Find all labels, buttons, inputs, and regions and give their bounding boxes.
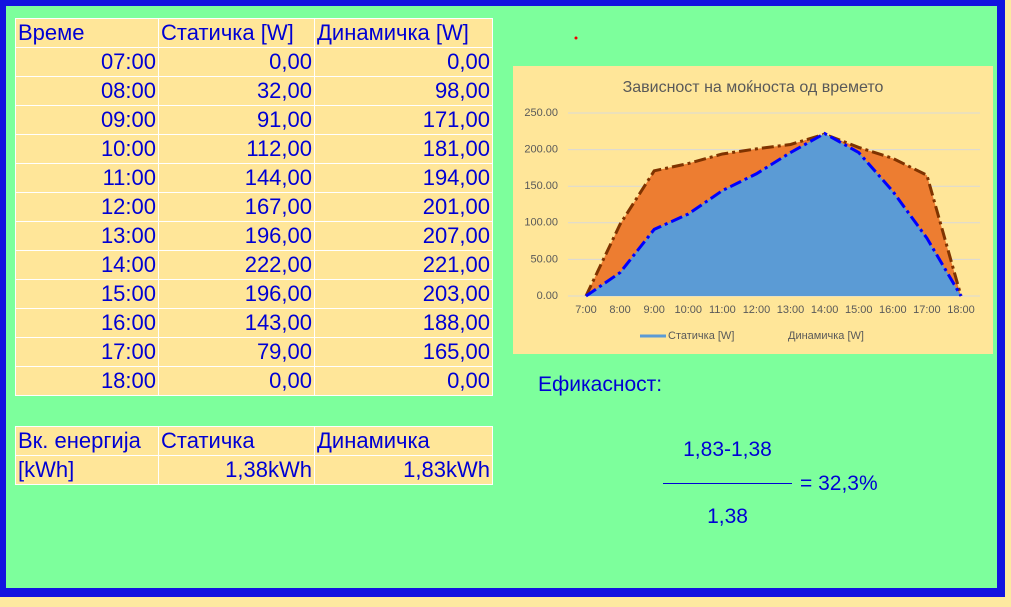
cell: 167,00	[158, 192, 315, 222]
row: 10:00 112,00 181,00	[15, 134, 493, 164]
y-tick-label: 50.00	[530, 253, 558, 265]
cell: 1,83kWh	[314, 455, 493, 485]
cell: Вк. енергија	[15, 426, 159, 456]
x-tick-label: 14:00	[811, 304, 839, 316]
cell: 17:00	[15, 337, 159, 367]
cell: 196,00	[158, 221, 315, 251]
efficiency-label: Ефикасност:	[538, 373, 663, 396]
row: 14:00 222,00 221,00	[15, 250, 493, 280]
y-tick-label: 150.00	[524, 180, 558, 192]
y-tick-label: 0.00	[537, 290, 558, 302]
cell: 0,00	[158, 366, 315, 396]
cell: 98,00	[314, 76, 493, 106]
cell: 1,38kWh	[158, 455, 315, 485]
energy-table: Вк. енергија Статичка Динамичка [kWh] 1,38kW…	[15, 426, 493, 485]
x-tick-label: 13:00	[777, 304, 805, 316]
cell: [kWh]	[15, 455, 159, 485]
row: 18:00 0,00 0,00	[15, 366, 493, 396]
cell: 165,00	[314, 337, 493, 367]
cell: 15:00	[15, 279, 159, 309]
cell: 0,00	[314, 47, 493, 77]
power-table: Време Статичка [W] Динамичка [W] 07:00 0,00 0…	[15, 18, 493, 396]
row: 17:00 79,00 165,00	[15, 337, 493, 367]
x-tick-label: 17:00	[913, 304, 941, 316]
cell: 09:00	[15, 105, 159, 135]
cell: Статичка	[158, 426, 315, 456]
cell: 10:00	[15, 134, 159, 164]
cell: 112,00	[158, 134, 315, 164]
chart-title: Зависност на моќноста од времето	[623, 79, 884, 96]
legend-label: Статичка [W]	[668, 330, 734, 342]
cell: 18:00	[15, 366, 159, 396]
x-tick-label: 11:00	[709, 304, 736, 316]
x-tick-label: 12:00	[743, 304, 771, 316]
x-tick-label: 18:00	[947, 304, 975, 316]
area-outline	[585, 131, 963, 298]
x-tick-label: 16:00	[879, 304, 907, 316]
cell: 143,00	[158, 308, 315, 338]
row: 08:00 32,00 98,00	[15, 76, 493, 106]
cell: 144,00	[158, 163, 315, 193]
cell: 203,00	[314, 279, 493, 309]
cell: 91,00	[158, 105, 315, 135]
fraction-line	[663, 483, 792, 484]
cell: 188,00	[314, 308, 493, 338]
cell: 222,00	[158, 250, 315, 280]
cell: 194,00	[314, 163, 493, 193]
row: 07:00 0,00 0,00	[15, 47, 493, 77]
row: 09:00 91,00 171,00	[15, 105, 493, 135]
cell: Време	[15, 18, 159, 48]
cell: 13:00	[15, 221, 159, 251]
cell: 0,00	[314, 366, 493, 396]
row: 11:00 144,00 194,00	[15, 163, 493, 193]
row: 15:00 196,00 203,00	[15, 279, 493, 309]
cell: Статичка [W]	[158, 18, 315, 48]
x-tick-label: 10:00	[675, 304, 703, 316]
cell: 171,00	[314, 105, 493, 135]
cell: 181,00	[314, 134, 493, 164]
dot	[574, 36, 578, 40]
x-tick-label: 9:00	[643, 304, 664, 316]
y-tick-label: 250.00	[524, 107, 558, 119]
denominator: 1,38	[707, 505, 748, 528]
row: Вк. енергија Статичка Динамичка	[15, 426, 493, 456]
result: = 32,3%	[800, 472, 878, 495]
numerator: 1,83-1,38	[683, 438, 772, 461]
cell: 12:00	[15, 192, 159, 222]
cell: 32,00	[158, 76, 315, 106]
x-tick-label: 8:00	[609, 304, 630, 316]
x-tick-label: 15:00	[845, 304, 873, 316]
y-tick-label: 200.00	[524, 144, 558, 156]
x-tick-label: 7:00	[575, 304, 596, 316]
area	[586, 133, 961, 296]
legend-label: Динамичка [W]	[788, 330, 864, 342]
row: [kWh] 1,38kWh 1,83kWh	[15, 455, 493, 485]
cell: Динамичка	[314, 426, 493, 456]
y-tick-label: 100.00	[524, 217, 558, 229]
area-outline	[584, 132, 963, 297]
row: Време Статичка [W] Динамичка [W]	[15, 18, 493, 48]
cell: 79,00	[158, 337, 315, 367]
